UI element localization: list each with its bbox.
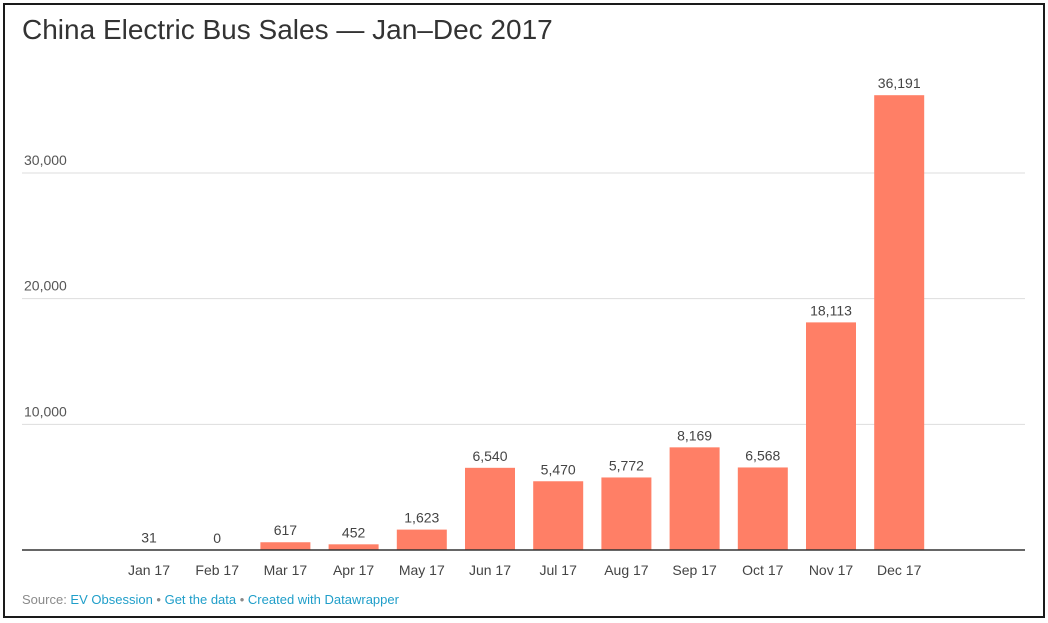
get-data-link[interactable]: Get the data: [164, 592, 237, 607]
y-tick-label: 20,000: [24, 278, 67, 294]
bar-value-label: 0: [213, 530, 221, 546]
bar: [737, 467, 788, 550]
bar: [533, 481, 584, 550]
bar-value-label: 452: [342, 524, 366, 540]
x-tick-label: Dec 17: [877, 562, 922, 578]
bar-value-label: 6,568: [745, 447, 780, 463]
footer-separator-2: •: [236, 592, 248, 607]
x-tick-label: Sep 17: [672, 562, 717, 578]
bar: [601, 477, 652, 550]
bar-value-label: 18,113: [810, 302, 852, 318]
x-tick-label: Jul 17: [540, 562, 578, 578]
bar-value-label: 1,623: [404, 510, 439, 526]
x-tick-label: Jan 17: [128, 562, 170, 578]
x-tick-label: May 17: [399, 562, 445, 578]
bar-value-label: 8,169: [677, 427, 712, 443]
x-tick-label: Aug 17: [604, 562, 649, 578]
chart-title: China Electric Bus Sales — Jan–Dec 2017: [22, 14, 553, 45]
x-tick-label: Mar 17: [264, 562, 308, 578]
bar: [806, 322, 856, 550]
bar: [396, 529, 447, 550]
bar: [260, 542, 311, 550]
bar-value-label: 6,540: [472, 448, 507, 464]
x-tick-label: Jun 17: [469, 562, 511, 578]
x-tick-label: Apr 17: [333, 562, 374, 578]
source-link[interactable]: EV Obsession: [70, 592, 153, 607]
x-tick-label: Feb 17: [195, 562, 239, 578]
source-prefix: Source:: [22, 592, 71, 607]
bar-value-label: 31: [141, 530, 157, 546]
bar-value-label: 617: [274, 522, 298, 538]
footer-separator-1: •: [152, 592, 165, 607]
x-tick-label: Nov 17: [809, 562, 854, 578]
x-tick-label: Oct 17: [742, 562, 783, 578]
bar: [669, 447, 720, 550]
datawrapper-link[interactable]: Created with Datawrapper: [247, 592, 399, 607]
bar: [465, 467, 515, 550]
bar: [874, 95, 925, 550]
bar-value-label: 36,191: [878, 75, 921, 91]
chart-frame: [3, 3, 1045, 618]
bar: [328, 544, 379, 550]
y-tick-label: 10,000: [24, 403, 67, 419]
chart-footer: Source: EV Obsession • Get the data • Cr…: [22, 592, 399, 607]
y-tick-label: 30,000: [24, 152, 67, 168]
bar-value-label: 5,470: [541, 461, 576, 477]
bar-value-label: 5,772: [609, 457, 644, 473]
